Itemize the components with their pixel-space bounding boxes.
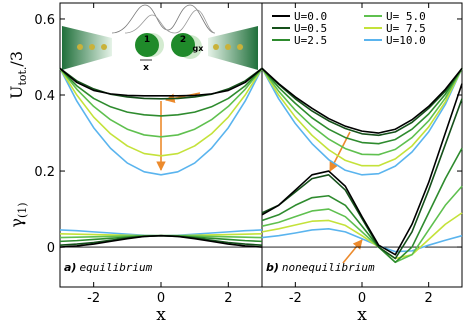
y-tick-label: 0.2 bbox=[34, 165, 55, 180]
line-series bbox=[261, 67, 463, 167]
panel-label: a) equilibrium bbox=[64, 261, 153, 274]
y-axis-label-part: (1) bbox=[16, 202, 29, 218]
panel-label-text: equilibrium bbox=[79, 261, 152, 274]
plot-frame bbox=[59, 2, 463, 288]
line-series bbox=[59, 67, 263, 117]
inset-diagram bbox=[62, 4, 258, 70]
inset-label: 2 bbox=[180, 35, 186, 45]
line-series bbox=[59, 67, 263, 157]
inset-label: x bbox=[143, 63, 149, 73]
legend-label: U=0.0 bbox=[294, 10, 327, 23]
x-axis-label: x bbox=[156, 305, 166, 323]
x-tick-label: 0 bbox=[157, 291, 165, 306]
inset-label: gx bbox=[193, 44, 205, 53]
x-tick-label: 0 bbox=[358, 291, 366, 306]
x-tick-label: 2 bbox=[425, 291, 433, 306]
y-axis-label: γ(1) bbox=[7, 202, 29, 227]
curves bbox=[59, 67, 463, 264]
line-series bbox=[261, 212, 463, 260]
line-series bbox=[59, 67, 263, 100]
line-series bbox=[261, 67, 463, 137]
line-series bbox=[59, 68, 263, 176]
y-tick-label: 0.4 bbox=[34, 89, 55, 104]
line-series bbox=[261, 67, 463, 156]
panel-label: b) nonequilibrium bbox=[266, 261, 375, 274]
line-series bbox=[261, 98, 463, 260]
line-series bbox=[261, 185, 463, 264]
panel-label-letter: b) bbox=[266, 261, 279, 274]
y-tick-label: 0 bbox=[47, 241, 55, 256]
line-series bbox=[59, 67, 263, 138]
inset-label: 1 bbox=[144, 35, 150, 45]
line-series bbox=[261, 67, 463, 145]
legend-label: U= 5.0 bbox=[386, 10, 426, 23]
line-series bbox=[261, 228, 463, 253]
line-series bbox=[59, 234, 263, 248]
line-series bbox=[261, 67, 463, 134]
line-series bbox=[261, 68, 463, 176]
legend-label: U= 7.5 bbox=[386, 22, 426, 35]
legend-label: U=10.0 bbox=[386, 34, 426, 47]
x-axis-label: x bbox=[357, 305, 367, 323]
x-tick-label: -2 bbox=[289, 291, 302, 306]
legend-label: U=2.5 bbox=[294, 34, 327, 47]
panel-label-letter: a) bbox=[64, 261, 76, 274]
legend-label: U=0.5 bbox=[294, 22, 327, 35]
y-axis-label-part: U bbox=[7, 86, 26, 99]
line-series bbox=[261, 83, 463, 256]
y-axis-label-part: /3 bbox=[7, 51, 26, 67]
y-axis-label-part: tot. bbox=[16, 67, 29, 86]
line-series bbox=[59, 67, 263, 97]
x-tick-label: 2 bbox=[224, 291, 232, 306]
y-axis-label-part: γ bbox=[7, 218, 26, 228]
line-series bbox=[261, 147, 463, 264]
x-tick-label: -2 bbox=[87, 291, 100, 306]
y-tick-label: 0.6 bbox=[34, 13, 55, 28]
panel-label-text: nonequilibrium bbox=[282, 261, 375, 274]
y-axis-label: Utot./3 bbox=[7, 51, 29, 99]
